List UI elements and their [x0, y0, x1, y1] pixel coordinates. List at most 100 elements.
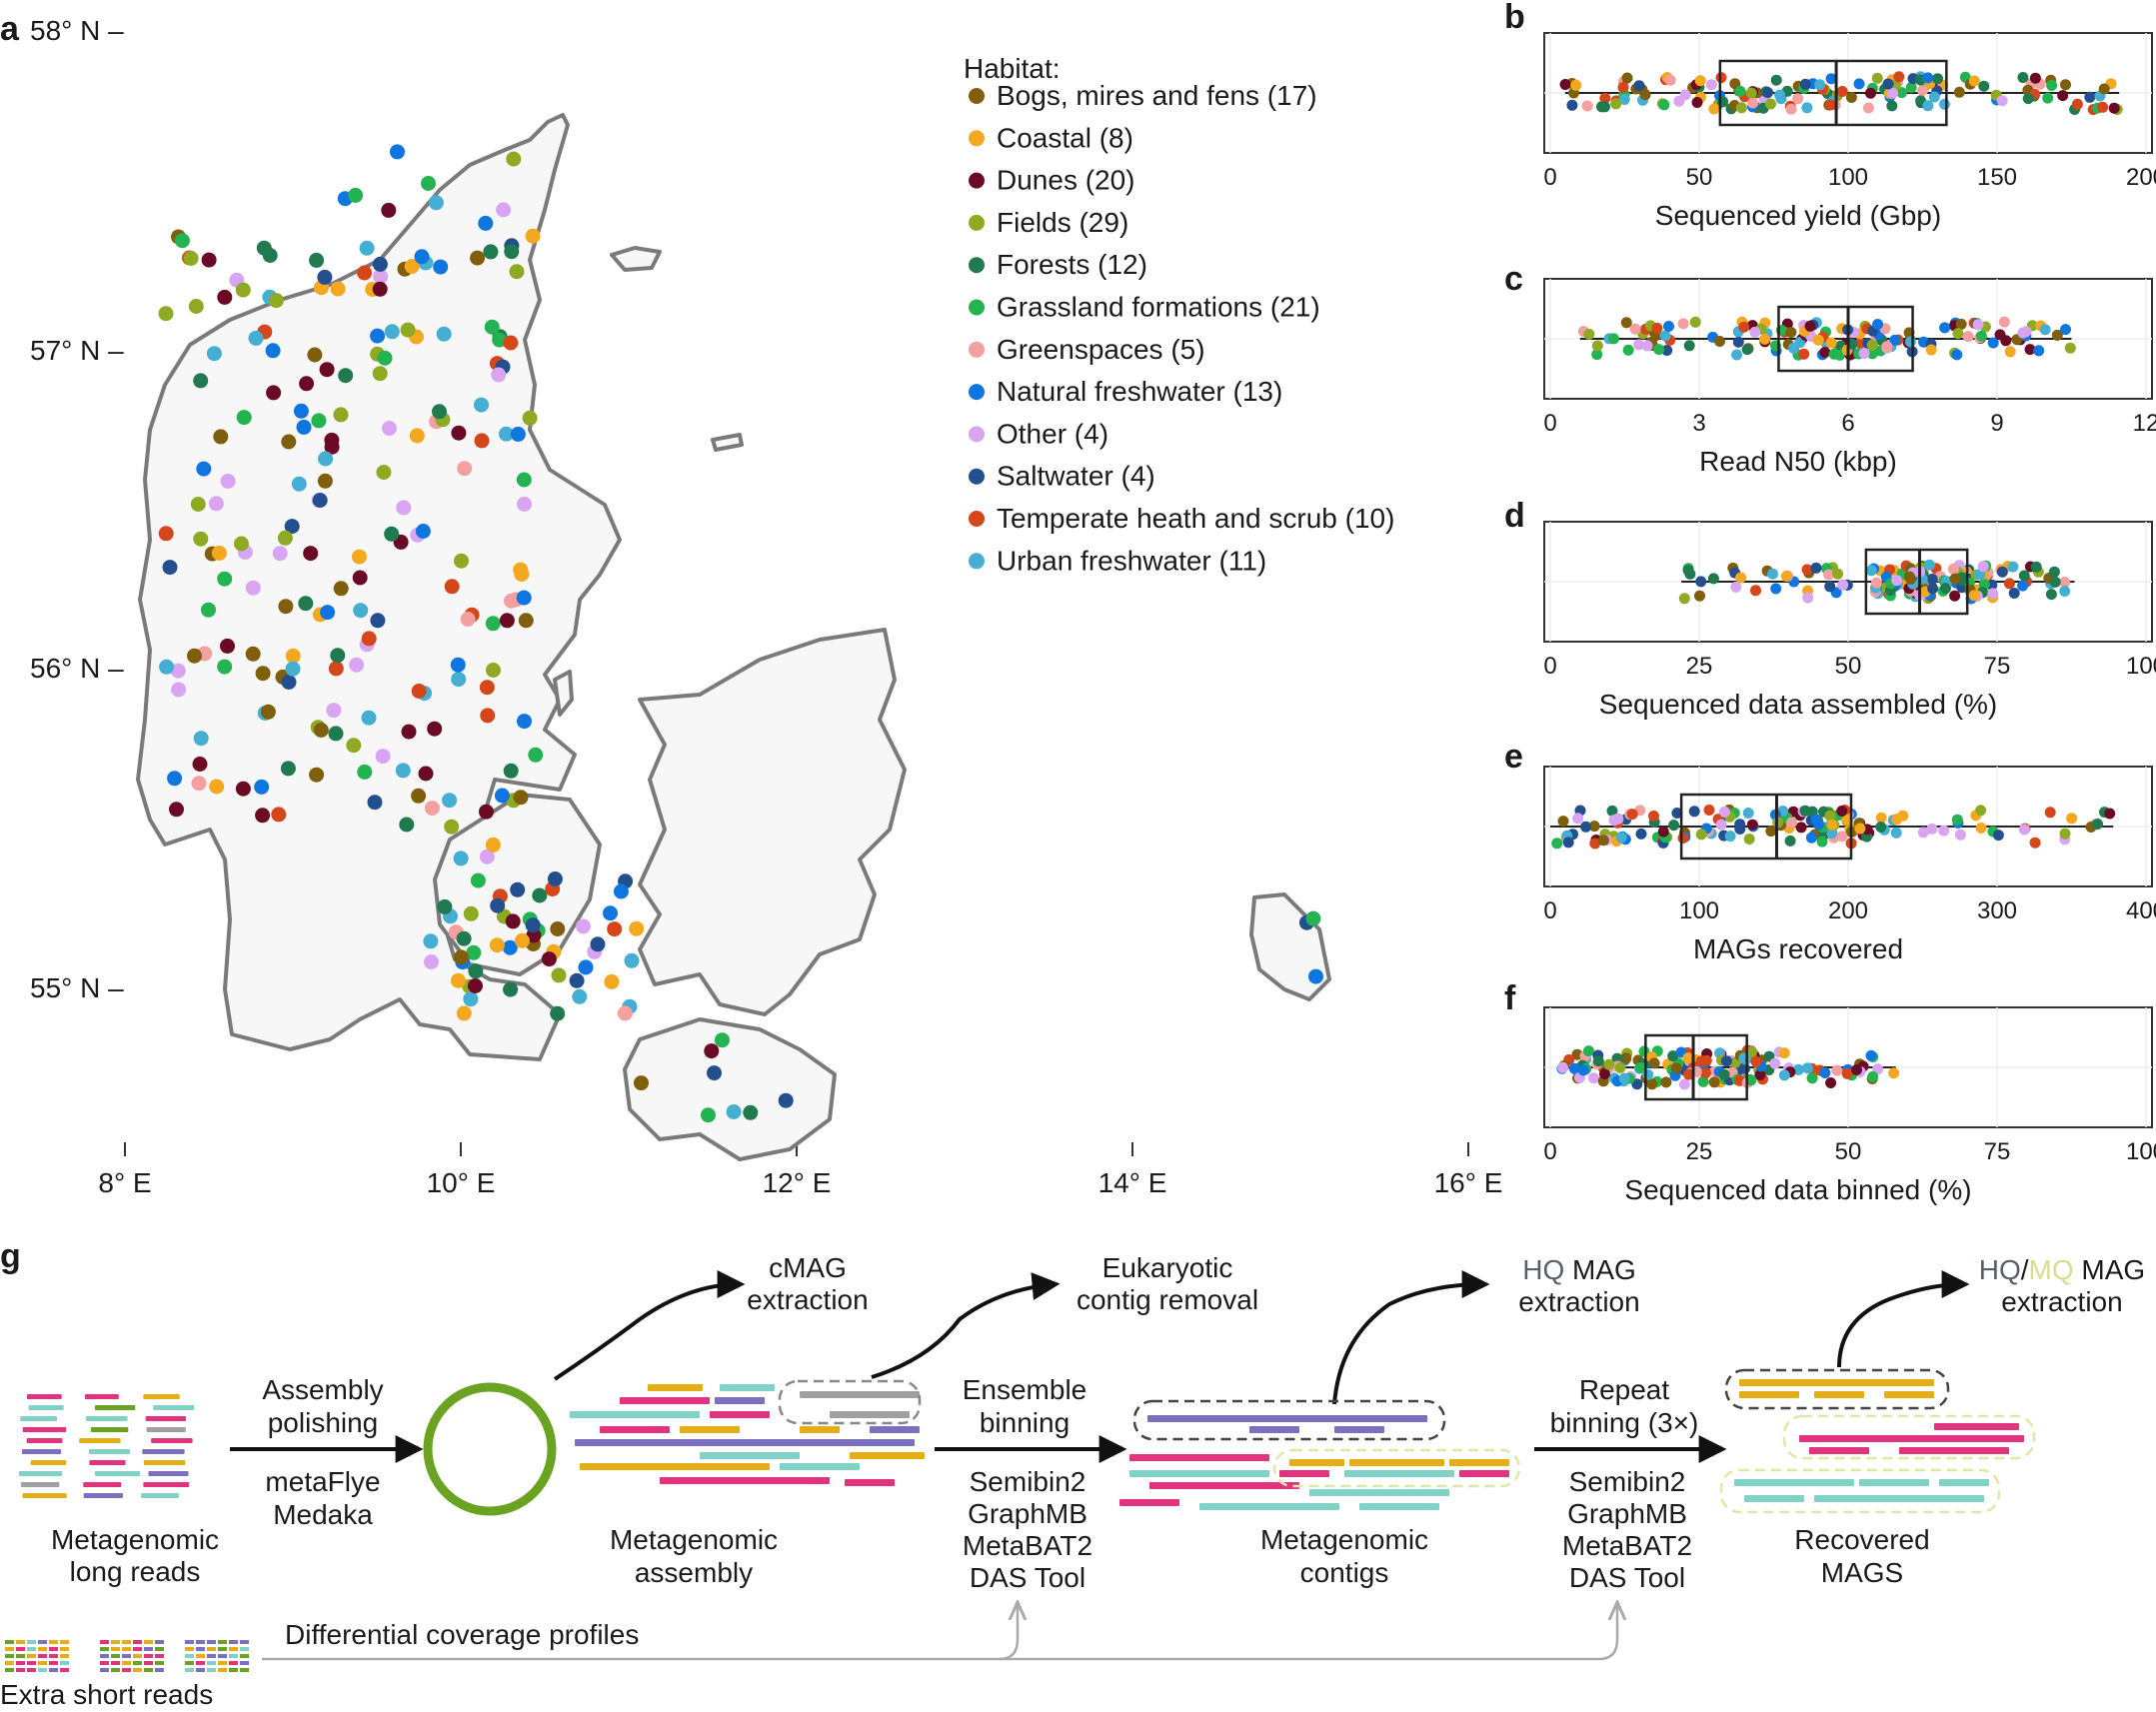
lon-label-14: 14° E	[1098, 1167, 1167, 1198]
data-point	[2092, 819, 2103, 830]
data-point	[1707, 573, 1719, 585]
legend-swatch	[969, 384, 985, 401]
data-point	[1866, 339, 1878, 351]
data-point	[1891, 814, 1903, 826]
data-point	[1893, 71, 1905, 83]
data-point	[1659, 330, 1671, 342]
iqr-box	[1864, 548, 1969, 616]
data-point	[2020, 326, 2032, 338]
data-point	[2022, 93, 2034, 105]
sampling-site-dot	[265, 343, 281, 359]
sampling-site-dot	[201, 252, 217, 268]
data-point	[1825, 73, 1837, 85]
sampling-site-dot	[190, 497, 206, 512]
short-read	[133, 1647, 142, 1651]
data-point	[1699, 1067, 1711, 1079]
sampling-site-dot	[499, 613, 515, 629]
long-reads-label: Metagenomic long reads	[51, 1524, 219, 1587]
sampling-site-dot	[421, 176, 436, 191]
data-point	[1714, 336, 1725, 347]
data-point	[1955, 318, 1967, 330]
tick-label: 50	[1835, 653, 1862, 680]
data-point	[1677, 833, 1689, 844]
sampling-site-dot	[503, 981, 519, 997]
data-point	[2104, 808, 2116, 820]
short-read	[27, 1647, 36, 1651]
data-point	[1568, 1062, 1580, 1074]
mag-bar	[1899, 1447, 2009, 1454]
data-point	[1841, 1067, 1853, 1079]
mag-bar	[1734, 1479, 1854, 1486]
contig-bar	[1289, 1459, 1344, 1466]
short-read	[122, 1668, 131, 1672]
tick-label: 25	[1686, 1138, 1713, 1165]
mag-bar	[1799, 1435, 2024, 1442]
sampling-site-dot	[474, 433, 490, 449]
data-point	[1599, 92, 1611, 104]
data-point	[1939, 98, 1950, 110]
read-bar	[146, 1427, 186, 1432]
sampling-site-dot	[395, 763, 411, 779]
data-point	[1872, 319, 1884, 330]
data-point	[1562, 837, 1574, 849]
data-point	[1730, 581, 1742, 593]
sampling-site-dot	[470, 250, 486, 266]
sampling-site-dot	[634, 1075, 649, 1091]
mag-bar	[1739, 1391, 1799, 1398]
data-point	[1890, 827, 1902, 839]
sampling-site-dot	[516, 472, 532, 488]
legend-swatch	[969, 214, 985, 231]
binning-tools-label: DAS Tool	[970, 1562, 1085, 1593]
short-read	[240, 1640, 249, 1644]
data-point	[1947, 563, 1959, 575]
mag-bar	[1939, 1479, 1989, 1486]
data-point	[1996, 95, 2008, 107]
data-point	[1865, 87, 1876, 99]
data-point	[1580, 821, 1592, 833]
lat-label-55: 55° N –	[30, 972, 124, 1003]
sampling-site-dot	[617, 1005, 633, 1021]
data-point	[1810, 562, 1822, 574]
panel-label-f: f	[1504, 979, 1516, 1017]
sampling-site-dot	[491, 367, 507, 383]
sampling-site-dot	[196, 461, 212, 477]
sampling-site-dot	[424, 801, 440, 817]
sampling-site-dot	[484, 319, 500, 335]
data-point	[1940, 583, 1951, 595]
data-point	[1570, 79, 1582, 91]
data-point	[1566, 99, 1578, 111]
data-point	[1862, 102, 1874, 114]
data-point	[2008, 588, 2020, 599]
short-read	[229, 1640, 238, 1644]
contig-bar	[830, 1411, 910, 1418]
sampling-site-dot	[504, 593, 519, 609]
sampling-site-dot	[299, 376, 315, 392]
data-point	[2097, 101, 2109, 113]
read-bar	[83, 1493, 123, 1498]
lat-label-56: 56° N –	[30, 653, 124, 684]
data-point	[2059, 586, 2071, 597]
data-point	[1824, 581, 1836, 593]
contig-bar	[1147, 1415, 1427, 1422]
sampling-site-dot	[483, 244, 499, 260]
data-point	[1746, 819, 1758, 831]
hqmq-extraction-label: HQ/MQ MAG	[1979, 1254, 2145, 1285]
data-point	[1798, 348, 1810, 360]
boxplot-e: 0 100 200 300 400 MAGs recovered	[1543, 766, 2156, 964]
data-point	[1597, 835, 1609, 847]
data-point	[1648, 810, 1659, 822]
long-reads-line2: long reads	[70, 1556, 201, 1587]
contig-bar	[648, 1384, 703, 1391]
contig-bar	[710, 1411, 770, 1418]
sampling-sites	[158, 144, 1323, 1123]
sampling-site-dot	[715, 1032, 730, 1048]
short-read	[240, 1661, 249, 1665]
data-point	[1691, 97, 1703, 108]
sampling-site-dot	[256, 240, 272, 256]
short-read	[196, 1661, 205, 1665]
zealand-island	[638, 628, 907, 1016]
short-read	[196, 1647, 205, 1651]
short-read	[122, 1661, 131, 1665]
data-point	[1927, 583, 1939, 595]
tick-label: 50	[1686, 164, 1713, 191]
